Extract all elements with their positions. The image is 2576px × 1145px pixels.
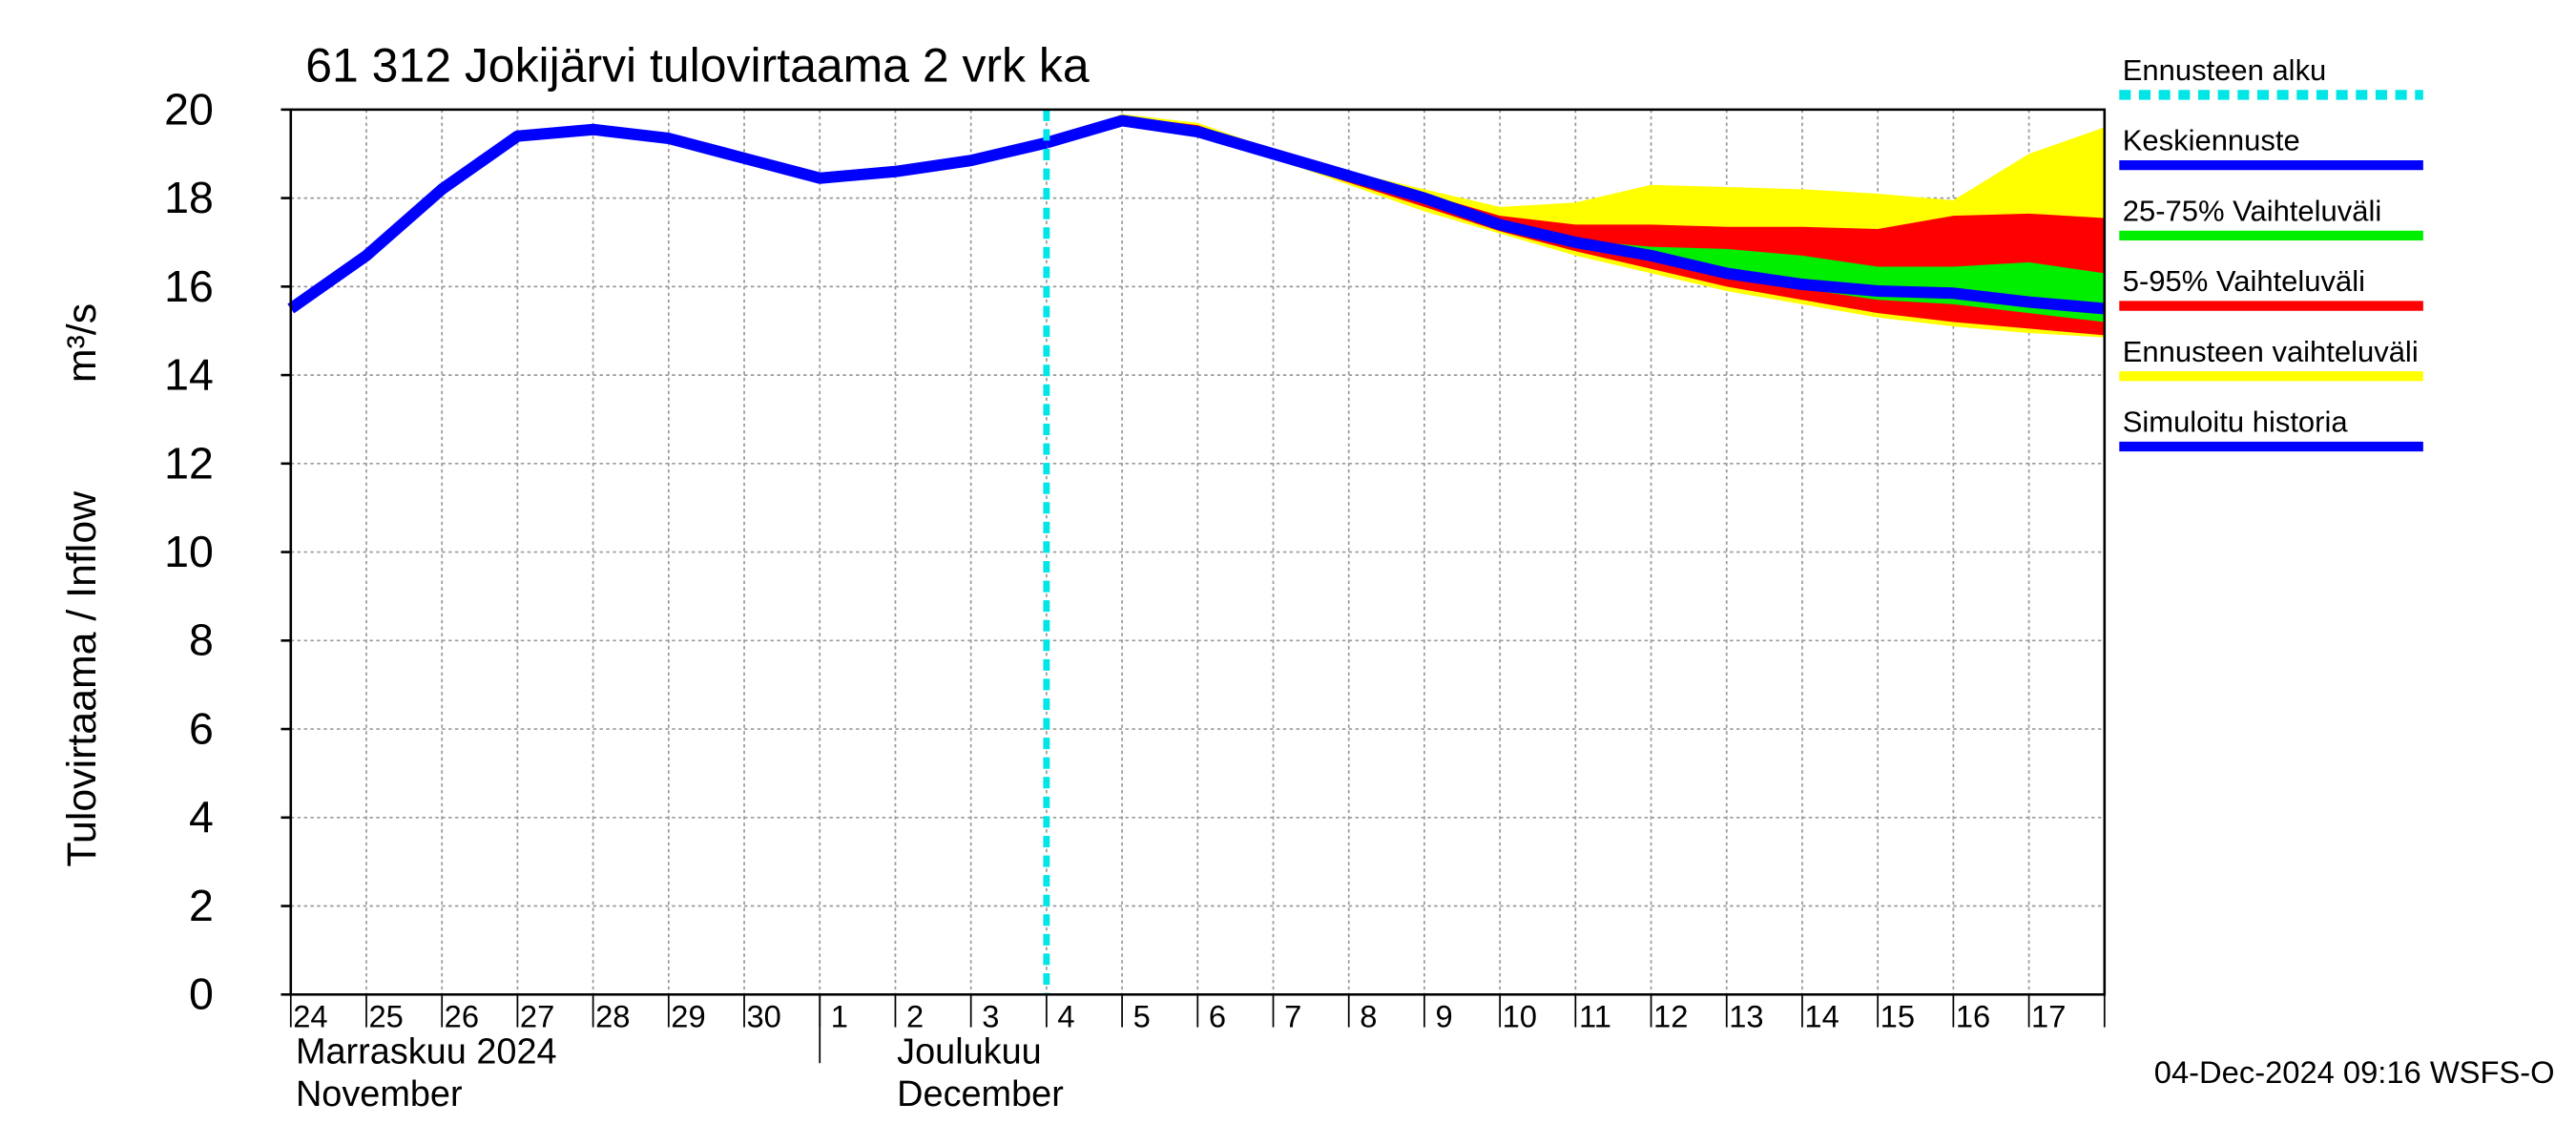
legend-label: Simuloitu historia [2123, 406, 2349, 439]
x-tick-label: 26 [445, 999, 479, 1034]
x-tick-label: 11 [1579, 999, 1611, 1034]
y-tick-label: 8 [189, 615, 214, 665]
x-tick-label: 9 [1435, 999, 1452, 1034]
legend-label: 5-95% Vaihteluväli [2123, 264, 2365, 298]
y-tick-label: 20 [164, 84, 214, 134]
x-tick-label: 1 [831, 999, 848, 1034]
legend-label: Ennusteen alku [2123, 53, 2327, 87]
band [1046, 118, 2105, 323]
y-tick-label: 18 [164, 173, 214, 222]
y-tick-label: 6 [189, 704, 214, 754]
y-tick-label: 2 [189, 881, 214, 930]
y-tick-label: 0 [189, 969, 214, 1019]
x-tick-label: 24 [293, 999, 327, 1034]
x-tick-label: 3 [982, 999, 999, 1034]
x-tick-label: 28 [595, 999, 630, 1034]
x-tick-label: 30 [747, 999, 781, 1034]
x-tick-label: 29 [671, 999, 705, 1034]
month-label-en: November [296, 1074, 463, 1114]
x-tick-label: 7 [1284, 999, 1301, 1034]
legend-label: 25-75% Vaihteluväli [2123, 194, 2381, 227]
x-tick-label: 6 [1209, 999, 1226, 1034]
month-label-en: December [897, 1074, 1064, 1114]
x-tick-label: 4 [1057, 999, 1074, 1034]
x-tick-label: 2 [906, 999, 924, 1034]
y-axis-label: Tulovirtaama / Inflow [59, 490, 105, 867]
x-tick-label: 5 [1133, 999, 1151, 1034]
line [287, 123, 1049, 314]
y-axis-unit: m³/s [59, 303, 105, 383]
x-tick-label: 14 [1804, 999, 1839, 1034]
x-tick-label: 15 [1880, 999, 1915, 1034]
x-tick-label: 27 [520, 999, 554, 1034]
footer: 04-Dec-2024 09:16 WSFS-O [2154, 1054, 2555, 1090]
y-tick-label: 10 [164, 527, 214, 576]
x-tick-label: 16 [1956, 999, 1990, 1034]
x-tick-label: 8 [1360, 999, 1377, 1034]
legend-label: Keskiennuste [2123, 124, 2300, 157]
y-tick-label: 12 [164, 438, 214, 488]
y-tick-label: 14 [164, 350, 214, 400]
y-tick-label: 4 [189, 792, 214, 842]
legend-label: Ennusteen vaihteluväli [2123, 335, 2419, 368]
x-tick-label: 13 [1729, 999, 1763, 1034]
line [1045, 114, 2106, 315]
x-tick-label: 25 [368, 999, 403, 1034]
x-tick-label: 12 [1653, 999, 1688, 1034]
chart-title: 61 312 Jokijärvi tulovirtaama 2 vrk ka [305, 39, 1090, 93]
month-label: Marraskuu 2024 [296, 1031, 557, 1072]
month-label: Joulukuu [897, 1031, 1042, 1072]
x-tick-label: 10 [1503, 999, 1537, 1034]
x-tick-label: 17 [2031, 999, 2066, 1034]
y-tick-label: 16 [164, 261, 214, 311]
